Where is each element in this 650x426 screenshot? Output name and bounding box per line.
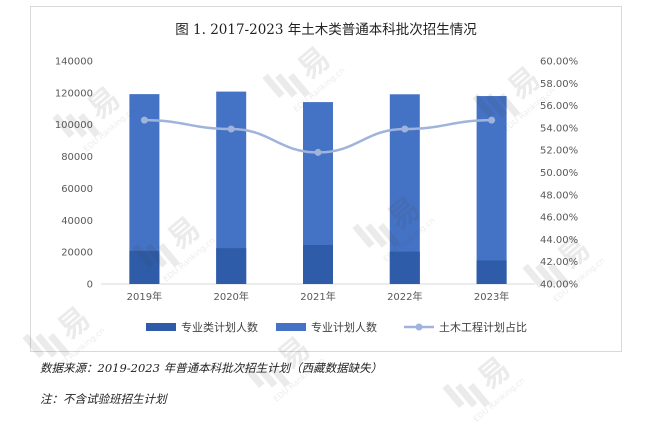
y-left-tick-label: 0 xyxy=(87,280,93,291)
y-left-tick-label: 60000 xyxy=(61,184,93,195)
y-right-tick-label: 50.00% xyxy=(540,168,578,179)
y-right-tick-label: 52.00% xyxy=(540,146,578,157)
y-right-tick-label: 46.00% xyxy=(540,213,578,224)
y-right-tick-label: 60.00% xyxy=(540,57,578,68)
line-point xyxy=(401,125,409,133)
chart-container: 图 1. 2017-2023 年土木类普通本科批次招生情况 0 20000 40000… xyxy=(30,6,622,352)
bar-category-plan xyxy=(216,248,247,284)
y-left-tick-label: 120000 xyxy=(55,88,93,99)
line-point xyxy=(314,148,322,156)
x-tick-label: 2021年 xyxy=(300,290,335,303)
x-tick-label: 2023年 xyxy=(474,290,509,303)
x-tick-label: 2022年 xyxy=(387,290,422,303)
y-left-tick-label: 100000 xyxy=(55,120,93,131)
remark-note: 注：不含试验班招生计划 xyxy=(40,392,167,406)
y-left-tick-label: 20000 xyxy=(61,248,93,259)
legend-swatch xyxy=(146,323,176,331)
combo-chart: 图 1. 2017-2023 年土木类普通本科批次招生情况 0 20000 40000… xyxy=(55,22,578,334)
y-right-tick-label: 58.00% xyxy=(540,79,578,90)
legend-label: 土木工程计划占比 xyxy=(439,320,527,334)
legend-marker xyxy=(415,323,423,331)
y-left-tick-label: 80000 xyxy=(61,152,93,163)
bar-category-plan xyxy=(303,244,333,284)
svg-text:易: 易 xyxy=(472,351,517,397)
y-right-tick-label: 42.00% xyxy=(540,257,578,268)
y-right-tick-label: 40.00% xyxy=(540,280,578,291)
chart-title: 图 1. 2017-2023 年土木类普通本科批次招生情况 xyxy=(175,22,477,38)
bar-category-plan xyxy=(389,251,420,284)
x-tick-label: 2020年 xyxy=(213,290,248,303)
legend-label: 专业计划人数 xyxy=(311,320,377,334)
x-tick-label: 2019年 xyxy=(127,290,162,303)
legend-label: 专业类计划人数 xyxy=(181,320,258,334)
y-right-tick-label: 56.00% xyxy=(540,101,578,112)
legend-swatch xyxy=(276,323,306,331)
line-point xyxy=(140,116,148,124)
svg-text:EDU Ranking.cn: EDU Ranking.cn xyxy=(472,376,527,424)
line-point xyxy=(488,116,496,124)
y-right-tick-label: 44.00% xyxy=(540,235,578,246)
y-left-tick-label: 40000 xyxy=(61,216,93,227)
bar-major-plan xyxy=(476,96,507,285)
y-right-tick-label: 54.00% xyxy=(540,123,578,134)
bar-category-plan xyxy=(129,250,160,284)
y-left-tick-label: 140000 xyxy=(55,57,93,68)
data-source-note: 数据来源：2019-2023 年普通本科批次招生计划（西藏数据缺失） xyxy=(40,361,383,375)
y-right-tick-label: 48.00% xyxy=(540,190,578,201)
line-point xyxy=(227,125,235,133)
bar-category-plan xyxy=(476,260,507,284)
